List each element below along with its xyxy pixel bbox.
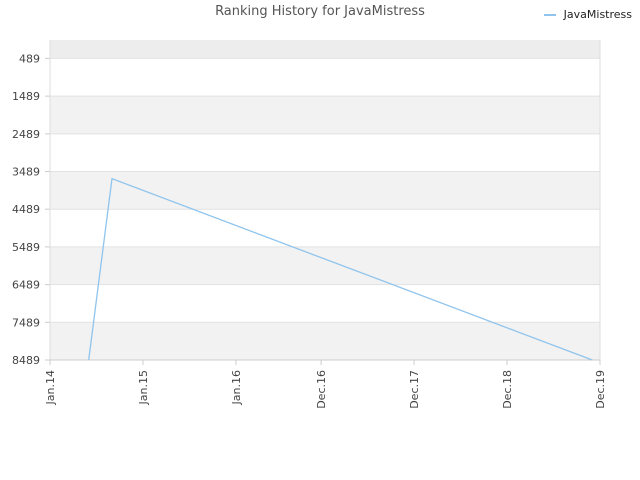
legend-label: JavaMistress: [563, 8, 632, 21]
legend[interactable]: JavaMistress: [543, 8, 632, 21]
y-tick-label: 6489: [12, 279, 40, 292]
plot-band: [50, 40, 600, 59]
series-line: [88, 177, 593, 361]
plot-band: [50, 209, 600, 247]
x-tick-label: Dec.16: [315, 370, 328, 409]
plot-band: [50, 58, 600, 97]
plot-band: [50, 284, 600, 323]
x-tick-label: Jan.16: [230, 370, 243, 405]
x-tick-label: Jan.15: [137, 370, 150, 405]
plot-band: [50, 246, 600, 285]
y-tick-label: 7489: [12, 316, 40, 329]
x-tick-label: Dec.18: [501, 370, 514, 409]
chart-title: Ranking History for JavaMistress: [215, 4, 425, 19]
y-tick-label: 4489: [12, 203, 40, 216]
y-tick-label: 5489: [12, 241, 40, 254]
x-tick-label: Dec.17: [408, 370, 421, 409]
plot-band: [50, 96, 600, 134]
plot-band: [50, 171, 600, 210]
legend-swatch: [543, 13, 556, 16]
plot-band: [50, 322, 600, 360]
plot-band: [50, 133, 600, 172]
y-tick-label: 8489: [12, 354, 40, 367]
x-tick-label: Dec.19: [594, 370, 607, 409]
y-tick-label: 1489: [12, 90, 40, 103]
y-tick-label: 3489: [12, 166, 40, 179]
y-tick-label: 489: [19, 52, 40, 65]
x-tick-label: Jan.14: [44, 370, 57, 405]
y-tick-label: 2489: [12, 128, 40, 141]
